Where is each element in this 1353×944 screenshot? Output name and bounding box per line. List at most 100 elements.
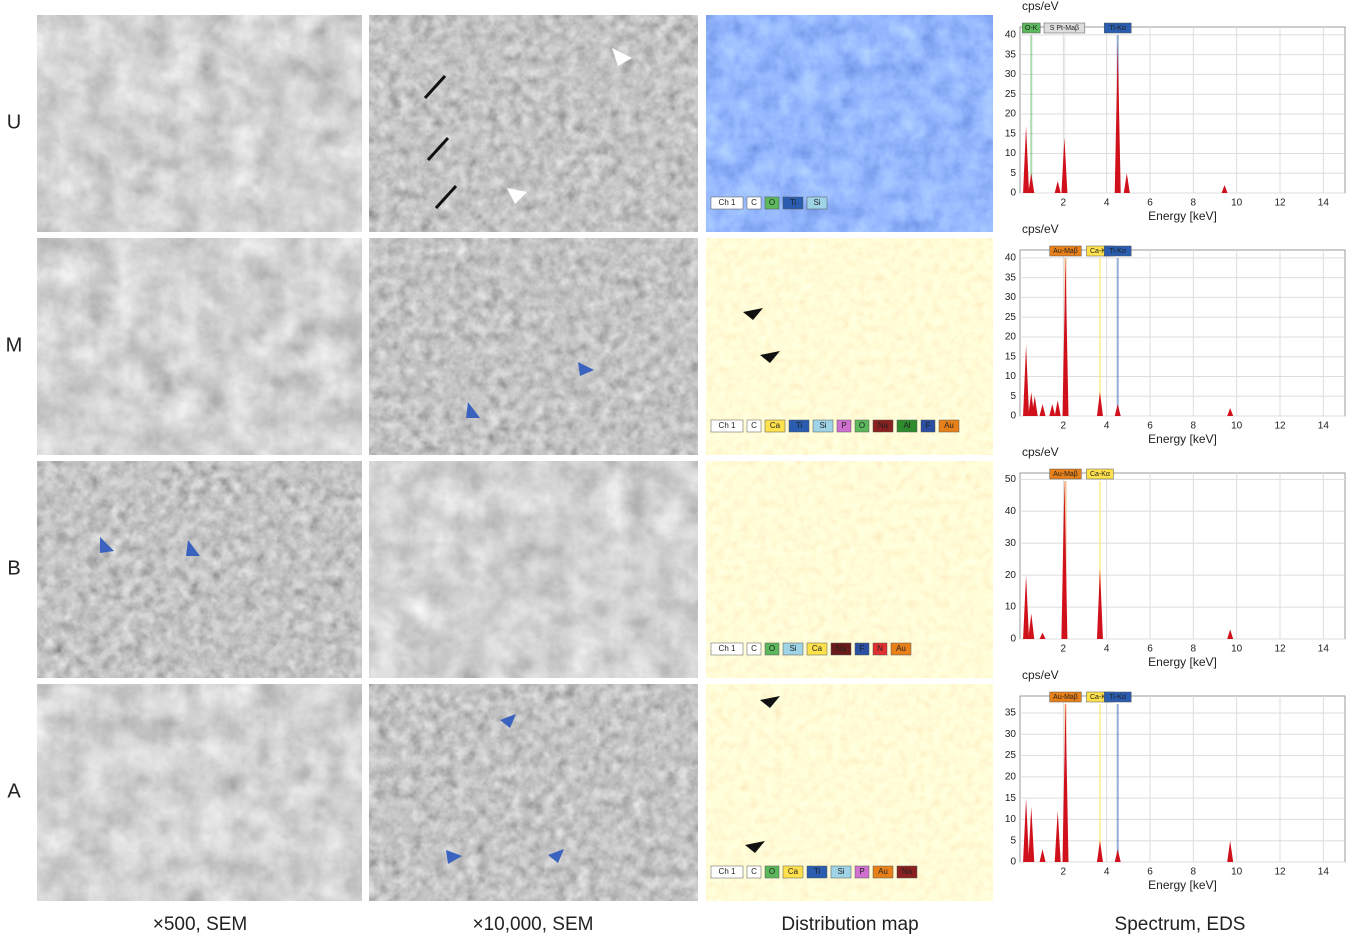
x-tick-label: 14: [1318, 198, 1330, 209]
sem-image: [37, 461, 362, 678]
y-tick-label: 0: [1010, 857, 1016, 868]
y-tick-label: 40: [1005, 506, 1017, 517]
figure: UMBA×500, SEM×10,000, SEMDistribution ma…: [0, 0, 1353, 939]
legend-label: Au: [896, 644, 906, 653]
y-tick-label: 35: [1005, 272, 1017, 283]
plot-area: [1020, 250, 1345, 416]
legend-label: F: [860, 644, 865, 653]
y-axis-label: cps/eV: [1022, 222, 1059, 236]
legend-label: F: [926, 421, 931, 430]
x-tick-label: 2: [1061, 867, 1067, 878]
legend-label: O: [769, 198, 775, 207]
legend-label: Si: [789, 644, 796, 653]
images: [37, 15, 993, 901]
column-caption: Distribution map: [781, 914, 918, 935]
legend-label: O: [859, 421, 865, 430]
x-tick-label: 2: [1061, 198, 1067, 209]
column-caption: ×500, SEM: [153, 914, 248, 935]
sem-image: [37, 684, 362, 901]
sem-image: [369, 461, 698, 678]
x-tick-label: 14: [1318, 421, 1330, 432]
row-label: M: [6, 334, 23, 356]
y-axis-label: cps/eV: [1022, 445, 1059, 459]
legend-label: Ch 1: [719, 644, 736, 653]
y-tick-label: 25: [1005, 89, 1017, 100]
y-tick-label: 20: [1005, 570, 1017, 581]
sem-image: [37, 15, 362, 232]
x-tick-label: 6: [1147, 421, 1153, 432]
peak-label: Ti-Kα: [1109, 248, 1126, 255]
plot-area: [1020, 473, 1345, 639]
row-label: A: [7, 780, 21, 802]
x-axis-label: Energy [keV]: [1148, 432, 1217, 446]
legend-label: Si: [819, 421, 826, 430]
x-tick-label: 8: [1191, 198, 1197, 209]
x-tick-label: 4: [1104, 198, 1110, 209]
peak-label: Ti-Kα: [1109, 25, 1126, 32]
sem-image: [369, 684, 698, 901]
legend-label: C: [751, 421, 757, 430]
legend-label: Ti: [796, 421, 803, 430]
x-tick-label: 2: [1061, 421, 1067, 432]
legend-label: Ti: [790, 198, 797, 207]
y-tick-label: 15: [1005, 351, 1017, 362]
y-tick-label: 10: [1005, 602, 1017, 613]
x-tick-label: 4: [1104, 867, 1110, 878]
legend-label: Na: [878, 421, 889, 430]
legend-label: Au: [944, 421, 954, 430]
y-tick-label: 10: [1005, 371, 1017, 382]
y-tick-label: 20: [1005, 332, 1017, 343]
y-tick-label: 30: [1005, 729, 1017, 740]
x-tick-label: 8: [1191, 421, 1197, 432]
y-tick-label: 40: [1005, 30, 1017, 41]
x-tick-label: 14: [1318, 867, 1330, 878]
x-axis-label: Energy [keV]: [1148, 209, 1217, 223]
y-tick-label: 50: [1005, 474, 1017, 485]
x-tick-label: 10: [1231, 867, 1243, 878]
y-tick-label: 5: [1010, 168, 1016, 179]
y-tick-label: 20: [1005, 109, 1017, 120]
y-tick-label: 40: [1005, 253, 1017, 264]
x-tick-label: 10: [1231, 421, 1243, 432]
y-tick-label: 25: [1005, 312, 1017, 323]
legend-label: Ti: [814, 867, 821, 876]
x-tick-label: 8: [1191, 867, 1197, 878]
legend-label: P: [859, 867, 864, 876]
y-tick-label: 5: [1010, 835, 1016, 846]
y-tick-label: 0: [1010, 188, 1016, 199]
x-tick-label: 4: [1104, 644, 1110, 655]
peak-label: Ca-Kα: [1090, 471, 1110, 478]
sem-image: [369, 15, 698, 232]
x-tick-label: 10: [1231, 644, 1243, 655]
sem-image: [37, 238, 362, 455]
y-tick-label: 15: [1005, 128, 1017, 139]
x-tick-label: 6: [1147, 198, 1153, 209]
y-tick-label: 20: [1005, 772, 1017, 783]
y-tick-label: 10: [1005, 148, 1017, 159]
x-tick-label: 2: [1061, 644, 1067, 655]
y-tick-label: 0: [1010, 411, 1016, 422]
legend-label: Au: [878, 867, 888, 876]
legend-label: Ca: [812, 644, 823, 653]
legend-label: Ca: [770, 421, 781, 430]
y-tick-label: 30: [1005, 538, 1017, 549]
row-label: U: [7, 111, 21, 133]
legend-label: Na: [902, 867, 913, 876]
peak-label: O-K: [1025, 25, 1038, 32]
legend-label: Si: [813, 198, 820, 207]
y-tick-label: 35: [1005, 708, 1017, 719]
legend-label: Ca: [788, 867, 799, 876]
legend-label: O: [769, 644, 775, 653]
legend-label: O: [769, 867, 775, 876]
y-tick-label: 35: [1005, 49, 1017, 60]
plot-area: [1020, 27, 1345, 193]
y-tick-label: 30: [1005, 69, 1017, 80]
peak-label: Au-Maβ: [1053, 471, 1078, 478]
legend-label: C: [751, 198, 757, 207]
legend-label: Al: [903, 421, 910, 430]
x-axis-label: Energy [keV]: [1148, 878, 1217, 892]
legend-label: Na: [836, 644, 847, 653]
column-caption: Spectrum, EDS: [1115, 914, 1246, 935]
x-tick-label: 6: [1147, 644, 1153, 655]
y-tick-label: 15: [1005, 793, 1017, 804]
